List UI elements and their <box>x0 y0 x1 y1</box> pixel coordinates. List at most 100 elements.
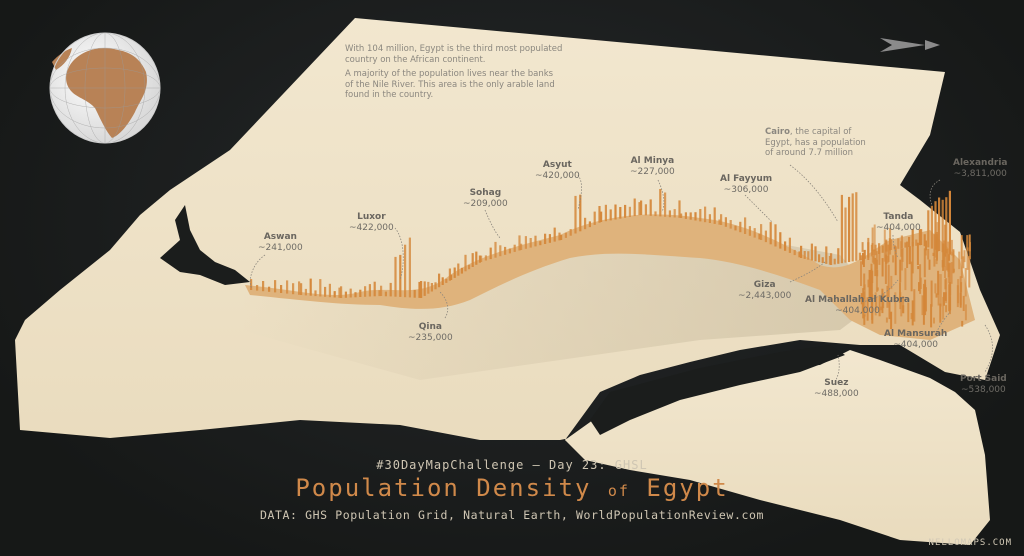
population-spike <box>964 304 967 321</box>
population-spike <box>948 190 951 255</box>
population-spike <box>930 205 933 249</box>
population-spike <box>892 255 895 263</box>
population-spike <box>927 210 930 248</box>
population-spike <box>947 241 950 272</box>
population-spike <box>939 303 942 323</box>
population-spike <box>624 204 627 218</box>
population-spike <box>930 280 933 307</box>
population-spike <box>945 249 948 271</box>
population-spike <box>821 257 824 263</box>
city-population: ~488,000 <box>814 389 859 399</box>
population-spike <box>344 291 347 298</box>
population-spike <box>450 274 453 280</box>
city-label-qina: Qina ~235,000 <box>408 322 453 344</box>
population-spike <box>764 230 767 243</box>
population-spike <box>962 295 965 311</box>
population-spike <box>928 259 931 270</box>
population-spike <box>861 242 864 252</box>
population-spike <box>739 221 742 233</box>
population-spike <box>262 281 265 292</box>
population-spike <box>851 193 854 262</box>
population-spike <box>418 281 421 298</box>
population-spike <box>958 251 961 270</box>
city-population: ~306,000 <box>723 185 769 195</box>
population-spike <box>936 222 939 252</box>
population-spike <box>862 255 865 267</box>
population-spike <box>633 198 636 217</box>
nile-line-2: of the Nile River. This area is the only… <box>345 79 555 90</box>
population-spike <box>881 258 884 277</box>
population-spike <box>906 241 909 268</box>
city-label-mansurah: Al Mansurah ~404,000 <box>884 329 947 351</box>
population-spike <box>619 207 622 219</box>
population-spike <box>333 291 336 298</box>
title-part-a: Population Density <box>295 474 592 502</box>
population-spike <box>359 289 362 297</box>
population-spike <box>604 204 607 222</box>
leader-tanda <box>892 234 899 259</box>
population-spike <box>389 282 392 297</box>
population-spike <box>453 267 456 278</box>
globe-inset-icon <box>49 32 161 144</box>
population-spike <box>867 279 870 288</box>
population-spike <box>484 255 487 261</box>
population-spike <box>464 254 467 272</box>
population-spike <box>870 263 873 276</box>
population-spike <box>945 305 948 313</box>
population-spike <box>960 259 963 278</box>
leader-cairo <box>789 164 839 223</box>
city-population: ~227,000 <box>630 167 675 177</box>
population-spike <box>855 192 858 261</box>
population-spike <box>881 245 884 253</box>
cairo-line-3: of around 7.7 million <box>765 148 854 158</box>
population-spike <box>793 249 796 256</box>
city-name: Al Fayyum <box>720 174 773 184</box>
population-spike <box>420 281 423 298</box>
population-spike <box>518 235 521 251</box>
population-spike <box>427 281 430 294</box>
population-spike <box>378 290 381 297</box>
population-spike <box>659 189 662 217</box>
population-spike <box>871 294 874 324</box>
gulf-of-suez <box>590 345 845 435</box>
population-spike <box>300 283 303 295</box>
population-spike <box>927 248 930 260</box>
population-spike <box>478 255 481 263</box>
population-spike <box>961 320 964 327</box>
population-spike <box>966 247 969 270</box>
city-name: Al Mansurah <box>884 329 948 339</box>
population-spike <box>471 253 474 267</box>
population-spike <box>863 249 866 259</box>
population-spike <box>947 263 950 284</box>
population-spike <box>924 244 927 256</box>
city-label-fayyum: Al Fayyum ~306,000 <box>720 174 772 196</box>
population-spike <box>899 259 902 283</box>
city-name: Asyut <box>542 160 572 170</box>
population-spike <box>919 264 922 294</box>
population-spike <box>292 283 295 295</box>
population-spike <box>882 293 885 300</box>
population-spike <box>910 313 913 320</box>
population-spike <box>494 241 497 258</box>
population-spike <box>338 287 341 298</box>
population-spike <box>911 241 914 274</box>
city-population: ~404,000 <box>835 306 880 316</box>
population-spike <box>872 249 875 265</box>
city-population: ~404,000 <box>876 223 921 233</box>
population-spike <box>788 237 791 253</box>
city-name: Al Mahallah al Kubra <box>805 295 910 305</box>
population-spike <box>314 290 317 297</box>
population-spike <box>844 207 847 263</box>
leader-sohag <box>484 209 501 239</box>
population-spike <box>863 314 866 325</box>
population-spike <box>569 229 572 236</box>
leader-qina <box>439 291 449 319</box>
city-label-aswan: Aswan ~241,000 <box>258 232 303 254</box>
population-spike <box>319 279 322 297</box>
population-spike <box>324 286 327 297</box>
population-spike <box>933 234 936 267</box>
city-population: ~209,000 <box>463 199 508 209</box>
population-spike <box>460 267 463 274</box>
population-spike <box>887 244 890 262</box>
population-spike <box>937 270 940 295</box>
